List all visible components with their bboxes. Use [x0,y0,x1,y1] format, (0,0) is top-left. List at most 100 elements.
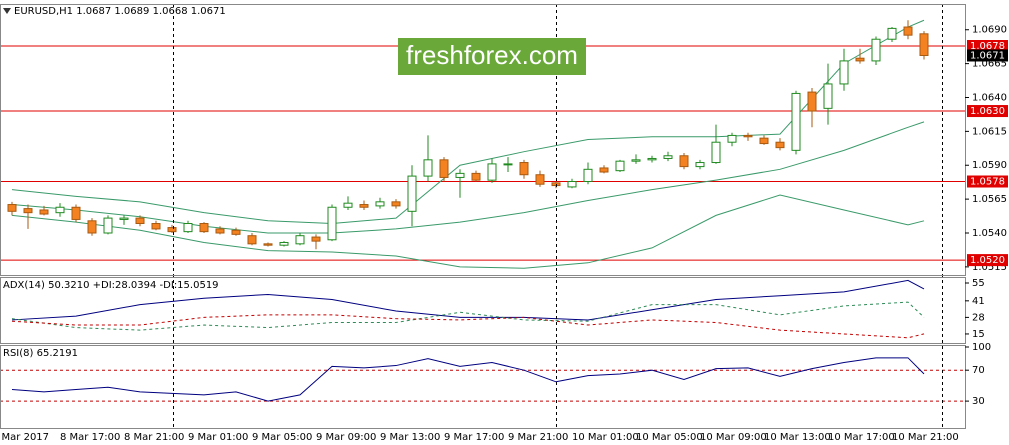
candle-body [887,27,897,40]
candle-body [455,172,465,178]
y-tick-label: 1.0640 [972,92,1007,103]
watermark-text: freshforex.com [406,40,578,70]
candle-body [823,83,833,109]
candle-body [55,206,65,214]
candle-body [679,155,689,168]
level-label: 1.0678 [970,41,1005,52]
candle-body [775,141,785,149]
candle-body [23,208,33,214]
candle-body [391,201,401,207]
panel-title: ADX(14) 50.3210 +DI:28.0394 -DI:15.0519 [3,280,219,291]
candle-body [87,220,97,234]
last-price-box [967,49,1008,62]
x-tick-label: 9 Mar 09:00 [316,432,376,443]
y-tick-label: 1.0690 [972,25,1007,36]
candle-body [663,155,673,159]
y-tick-label: 1.0615 [972,126,1007,137]
level-label-box [967,175,1008,188]
panel-plot [0,19,965,269]
last-low: 1.0668 [153,6,188,17]
last-open: 1.0687 [76,6,111,17]
level-label: 1.0578 [970,177,1005,188]
watermark-box [398,38,586,75]
x-tick-label: 8 Mar 17:00 [60,432,120,443]
last-close: 1.0671 [191,6,226,17]
y-tick-label: 1.0540 [972,228,1007,239]
panel-frame [0,4,966,276]
candle-body [647,157,657,161]
candle-body [407,175,417,212]
candle-body [919,33,929,56]
period-separators [173,4,943,428]
x-tick-label: 9 Mar 17:00 [444,432,504,443]
candle-body [871,38,881,62]
candle-body [519,162,529,176]
candle-body [439,159,449,178]
x-tick-label: 10 Mar 09:00 [700,432,767,443]
x-tick-label: 10 Mar 13:00 [764,432,831,443]
symbol: EURUSD,H1 [14,6,73,17]
candle-body [151,223,161,230]
candle-body [215,228,225,234]
last-price-label: 1.0671 [970,50,1005,61]
y-tick-label: 1.0515 [972,262,1007,273]
candle-body [375,201,385,207]
candle-body [327,206,337,241]
candle-body [615,160,625,172]
candle-body [71,206,81,220]
candle-body [39,209,49,215]
level-label-box [967,40,1008,53]
candle-body [583,168,593,183]
candle-body [567,181,577,188]
y-tick-label: 70 [972,365,985,376]
x-tick-label: 9 Mar 13:00 [380,432,440,443]
candle-body [183,223,193,233]
candle-body [903,26,913,36]
panel-frame [0,345,966,429]
candle-body [711,141,721,164]
panel-plot [11,279,925,339]
level-label-box [967,105,1008,118]
candle-body [263,243,273,246]
y-tick-label: 1.0665 [972,59,1007,70]
y-tick-label: 30 [972,396,985,407]
indicator-line [11,194,925,269]
x-tick-label: 10 Mar 05:00 [636,432,703,443]
level-label: 1.0630 [970,106,1005,117]
y-tick-label: 100 [972,342,991,353]
candle-body [231,229,241,235]
x-tick-label: 10 Mar 21:00 [892,432,959,443]
y-tick-label: 28 [972,312,985,323]
candle-body [295,235,305,245]
indicator-line [11,301,925,331]
candle-body [695,162,705,168]
y-tick-label: 1.0590 [972,160,1007,171]
candle-body [535,174,545,185]
candle-body [119,217,129,220]
candle-body [839,60,849,85]
last-high: 1.0689 [114,6,149,17]
y-tick-label: 55 [972,278,985,289]
level-label: 1.0520 [970,255,1005,266]
candle-body [103,217,113,234]
panel-frame [0,277,966,344]
indicator-line [11,314,925,339]
panel-plot [0,357,965,402]
candle-body [7,204,17,212]
x-tick-label: 9 Mar 05:00 [252,432,312,443]
x-tick-label: 7 Mar 2017 [0,432,49,443]
chart-header: EURUSD,H1 1.0687 1.0689 1.0668 1.0671 [14,6,226,17]
candle-body [487,163,497,181]
candle-body [807,91,817,112]
candle-body [727,134,737,143]
y-tick-label: 41 [972,296,985,307]
x-tick-label: 9 Mar 01:00 [188,432,248,443]
candle-body [311,236,321,242]
candle-body [599,167,609,173]
x-tick-label: 9 Mar 21:00 [508,432,568,443]
candle-body [135,217,145,225]
indicator-line [11,279,925,321]
candle-body [631,159,641,162]
